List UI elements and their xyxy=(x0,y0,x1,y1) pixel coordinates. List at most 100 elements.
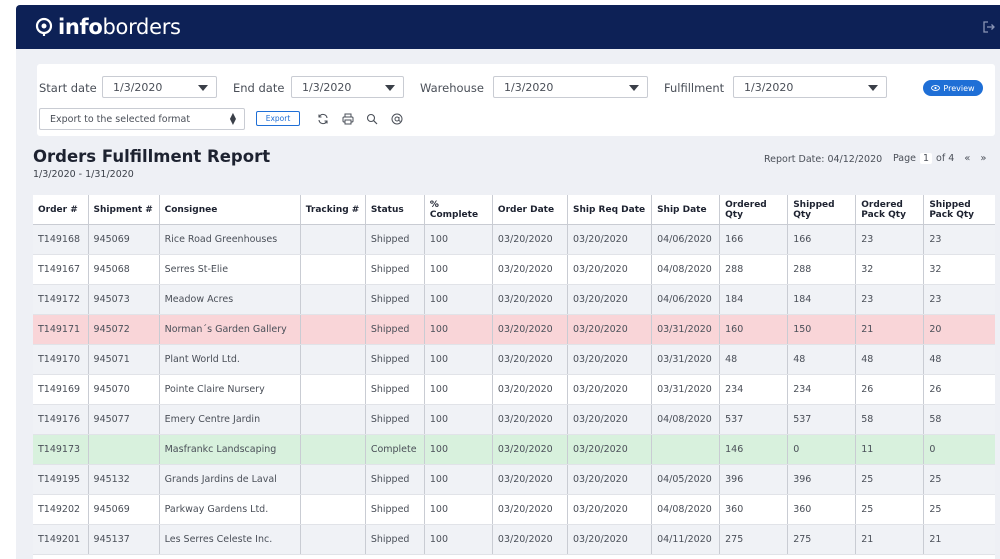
print-icon[interactable] xyxy=(342,113,354,125)
export-button[interactable]: Export xyxy=(256,111,300,126)
table-cell: 146 xyxy=(719,434,789,465)
table-cell: 184 xyxy=(787,284,857,315)
fulfillment-select[interactable]: 1/3/2020 xyxy=(733,76,887,98)
zoom-icon[interactable] xyxy=(366,113,378,125)
table-cell: 21 xyxy=(855,524,925,555)
table-cell: 25 xyxy=(923,494,995,525)
table-row[interactable]: T149168 945069 Rice Road Greenhouses Shippe… xyxy=(33,224,995,255)
fulfillment-value: 1/3/2020 xyxy=(744,81,794,94)
table-cell: 03/20/2020 xyxy=(492,374,568,405)
table-cell: 275 xyxy=(719,524,789,555)
column-header[interactable]: Ship Date xyxy=(651,195,721,225)
preview-button[interactable]: Preview xyxy=(923,80,983,96)
table-cell xyxy=(300,434,366,465)
refresh-icon[interactable] xyxy=(317,113,329,125)
start-date-label: Start date xyxy=(39,81,97,95)
table-cell: 48 xyxy=(923,344,995,375)
table-cell: Plant World Ltd. xyxy=(159,344,301,375)
table-cell: T149176 xyxy=(33,404,89,435)
end-date-select[interactable]: 1/3/2020 xyxy=(291,76,404,98)
table-row[interactable]: T149202 945069 Parkway Gardens Ltd. Shipped… xyxy=(33,494,995,525)
export-format-select[interactable]: Export to the selected format ▲ ▼ xyxy=(39,108,245,130)
column-header[interactable]: % Complete xyxy=(424,195,493,225)
table-cell: 184 xyxy=(719,284,789,315)
column-header[interactable]: Tracking # xyxy=(300,195,366,225)
column-header[interactable]: Status xyxy=(365,195,425,225)
table-cell: 04/08/2020 xyxy=(651,494,721,525)
brand-logo[interactable]: info borders xyxy=(34,15,181,39)
table-cell xyxy=(300,464,366,495)
table-cell: 20 xyxy=(923,314,995,345)
column-header[interactable]: Ordered Qty xyxy=(719,195,789,225)
table-cell: 25 xyxy=(855,494,925,525)
logout-icon[interactable] xyxy=(982,20,996,34)
table-cell: 23 xyxy=(855,284,925,315)
table-row[interactable]: T149171 945072 Norman´s Garden Gallery Ship… xyxy=(33,314,995,345)
table-cell: 288 xyxy=(719,254,789,285)
end-date-value: 1/3/2020 xyxy=(302,81,352,94)
table-cell: Shipped xyxy=(365,224,425,255)
report-date: Report Date: 04/12/2020 xyxy=(764,154,883,165)
logo-pin-icon xyxy=(35,17,53,36)
warehouse-value: 1/3/2020 xyxy=(504,81,554,94)
table-cell: 100 xyxy=(424,494,493,525)
column-header[interactable]: Ship Req Date xyxy=(567,195,653,225)
table-cell: Serres St-Elie xyxy=(159,254,301,285)
table-cell: 03/20/2020 xyxy=(567,284,653,315)
table-cell xyxy=(300,284,366,315)
page-number-input[interactable]: 1 xyxy=(920,153,933,164)
table-cell: Parkway Gardens Ltd. xyxy=(159,494,301,525)
report-title: Orders Fulfillment Report xyxy=(33,147,271,166)
table-cell: Shipped xyxy=(365,374,425,405)
table-row[interactable]: T149201 945137 Les Serres Celeste Inc. Ship… xyxy=(33,524,995,555)
table-cell: 945068 xyxy=(88,254,160,285)
table-row[interactable]: T149195 945132 Grands Jardins de Laval Ship… xyxy=(33,464,995,495)
table-cell: 396 xyxy=(719,464,789,495)
table-row[interactable]: T149172 945073 Meadow Acres Shipped 100 03/20… xyxy=(33,284,995,315)
table-cell: 23 xyxy=(855,224,925,255)
start-date-select[interactable]: 1/3/2020 xyxy=(102,76,217,98)
table-cell xyxy=(300,374,366,405)
table-cell: Emery Centre Jardin xyxy=(159,404,301,435)
table-cell: 03/31/2020 xyxy=(651,344,721,375)
table-cell: T149172 xyxy=(33,284,89,315)
table-cell: Meadow Acres xyxy=(159,284,301,315)
table-cell: 03/20/2020 xyxy=(567,404,653,435)
table-cell: 166 xyxy=(719,224,789,255)
table-row[interactable]: T149176 945077 Emery Centre Jardin Shipped 1… xyxy=(33,404,995,435)
column-header[interactable]: Shipped Pack Qty xyxy=(923,195,995,225)
table-cell: 396 xyxy=(787,464,857,495)
table-cell: 100 xyxy=(424,434,493,465)
column-header[interactable]: Shipment # xyxy=(88,195,160,225)
chevron-down-icon xyxy=(629,85,639,91)
chevron-down-icon xyxy=(385,85,395,91)
table-cell: 945077 xyxy=(88,404,160,435)
table-cell: 945070 xyxy=(88,374,160,405)
column-header[interactable]: Consignee xyxy=(159,195,301,225)
table-cell: Shipped xyxy=(365,254,425,285)
table-cell: 11 xyxy=(855,434,925,465)
next-page-icon[interactable]: » xyxy=(980,153,987,164)
filter-panel: Start date 1/3/2020 End date 1/3/2020 Wa… xyxy=(37,64,995,136)
table-cell: 234 xyxy=(719,374,789,405)
column-header[interactable]: Order # xyxy=(33,195,89,225)
table-row[interactable]: T149173 Masfrankc Landscaping Complete 100 0… xyxy=(33,434,995,465)
email-icon[interactable] xyxy=(391,113,403,125)
column-header[interactable]: Ordered Pack Qty xyxy=(855,195,925,225)
table-row[interactable]: T149169 945070 Pointe Claire Nursery Shippe… xyxy=(33,374,995,405)
table-row[interactable]: T149170 945071 Plant World Ltd. Shipped 100 0… xyxy=(33,344,995,375)
table-cell: T149201 xyxy=(33,524,89,555)
table-cell: 48 xyxy=(787,344,857,375)
table-cell: 23 xyxy=(923,224,995,255)
column-header[interactable]: Order Date xyxy=(492,195,568,225)
table-cell xyxy=(651,434,721,465)
warehouse-select[interactable]: 1/3/2020 xyxy=(493,76,648,98)
table-cell: 288 xyxy=(787,254,857,285)
table-cell: 03/20/2020 xyxy=(567,374,653,405)
table-cell: 58 xyxy=(855,404,925,435)
table-row[interactable]: T149167 945068 Serres St-Elie Shipped 100 03/… xyxy=(33,254,995,285)
column-header[interactable]: Shipped Qty xyxy=(787,195,857,225)
table-cell: 945072 xyxy=(88,314,160,345)
first-page-icon[interactable]: « xyxy=(964,153,971,164)
table-cell: T149170 xyxy=(33,344,89,375)
